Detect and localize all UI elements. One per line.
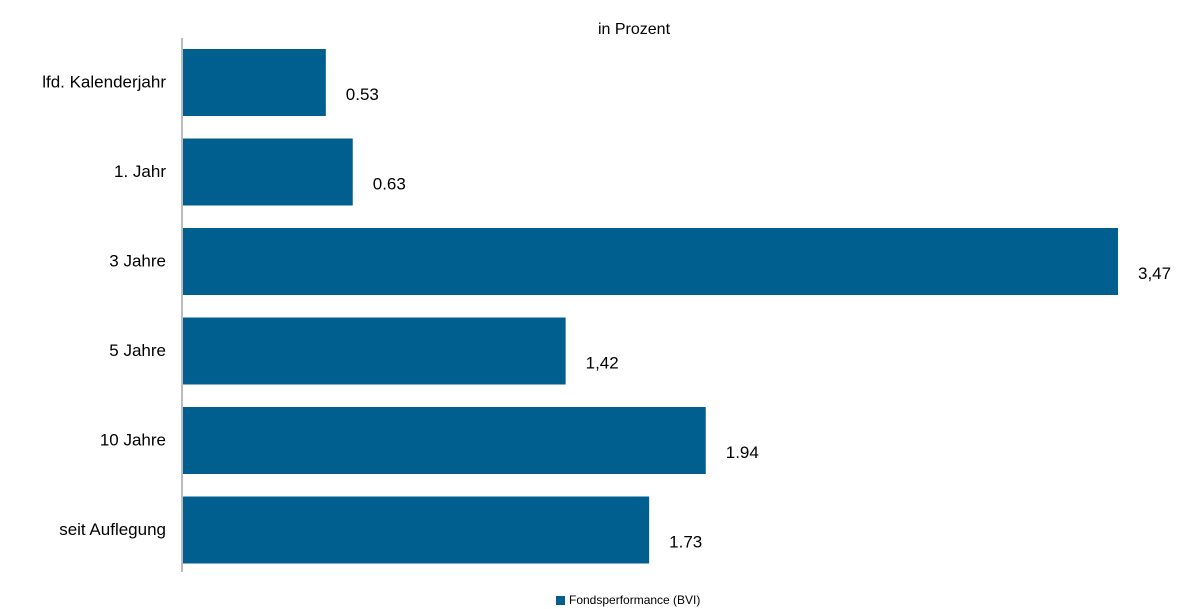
value-label: 0.53 [346, 85, 379, 104]
bar [183, 139, 353, 206]
category-label: 3 Jahre [109, 251, 166, 270]
bar [183, 49, 326, 116]
bar [183, 497, 649, 564]
category-label: 10 Jahre [100, 430, 166, 449]
category-label: 1. Jahr [114, 162, 166, 181]
bar [183, 228, 1118, 295]
value-label: 1.73 [669, 533, 702, 552]
value-label: 1,42 [586, 354, 619, 373]
category-labels: lfd. Kalenderjahr 1. Jahr 3 Jahre 5 Jahre 10… [42, 72, 166, 539]
category-label: seit Auflegung [59, 520, 166, 539]
value-label: 3,47 [1138, 264, 1171, 283]
legend: Fondsperformance (BVI) [556, 593, 700, 607]
category-label: 5 Jahre [109, 341, 166, 360]
legend-swatch [556, 596, 565, 605]
chart-title: in Prozent [598, 21, 671, 38]
legend-label: Fondsperformance (BVI) [569, 593, 700, 607]
bar [183, 407, 706, 474]
bars-group [183, 49, 1118, 564]
category-label: lfd. Kalenderjahr [42, 72, 166, 91]
bar [183, 318, 566, 385]
value-label: 0.63 [373, 175, 406, 194]
value-label: 1.94 [726, 443, 759, 462]
